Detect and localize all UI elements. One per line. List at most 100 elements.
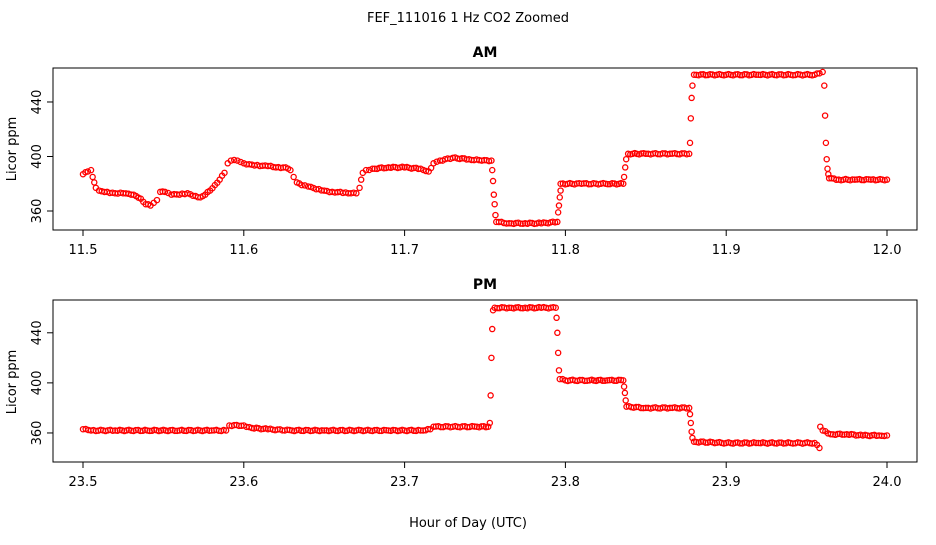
data-point: [883, 176, 891, 183]
x-tick-label: 11.6: [229, 243, 258, 258]
data-point: [357, 176, 365, 183]
data-point: [298, 181, 305, 189]
data-point: [484, 423, 492, 430]
panel-am: AM Licor ppm 11.5 11.6 11.7 11.8 11.9 12.0 36…: [5, 45, 918, 258]
data-point: [488, 157, 495, 164]
data-point: [433, 158, 441, 165]
data-point: [883, 432, 891, 439]
data-point: [622, 397, 629, 404]
data-point: [301, 182, 309, 189]
panel-am-frame: [52, 67, 918, 231]
y-tick-label: 440: [30, 90, 45, 115]
data-point: [621, 164, 629, 171]
data-point: [821, 82, 828, 89]
data-point: [424, 425, 432, 433]
panel-pm-xaxis: 23.5 23.6 23.7 23.8 23.9 24.0: [69, 462, 902, 490]
y-tick-label: 400: [30, 144, 45, 169]
data-point: [230, 156, 238, 164]
data-point: [553, 314, 560, 322]
data-point: [822, 139, 830, 147]
data-point: [237, 158, 244, 166]
data-point: [422, 167, 430, 175]
x-tick-label: 24.0: [873, 475, 902, 490]
panel-am-points: [79, 68, 891, 228]
data-point: [554, 209, 562, 216]
data-point: [491, 200, 498, 208]
data-point: [813, 70, 821, 77]
data-point: [620, 180, 627, 187]
data-point: [621, 389, 629, 397]
x-tick-label: 11.9: [712, 243, 741, 258]
data-point: [287, 166, 294, 174]
data-point: [816, 444, 823, 452]
x-tick-label: 11.8: [551, 243, 580, 258]
y-tick-label: 440: [30, 320, 45, 345]
data-point: [554, 329, 561, 337]
y-tick-label: 400: [30, 370, 45, 395]
data-point: [490, 191, 498, 198]
data-point: [486, 419, 494, 427]
data-point: [290, 173, 297, 181]
x-tick-label: 23.5: [69, 475, 98, 490]
x-tick-label: 23.9: [712, 475, 741, 490]
data-point: [688, 94, 695, 102]
data-point: [430, 160, 437, 167]
data-point: [881, 432, 888, 440]
y-tick-label: 360: [30, 199, 45, 224]
data-point: [356, 184, 363, 192]
figure-suptitle: FEF_111016 1 Hz CO2 Zoomed: [367, 11, 569, 26]
data-point: [556, 375, 564, 383]
panel-pm-yaxis: 360 400 440: [30, 320, 53, 445]
data-point: [620, 173, 628, 181]
data-point: [599, 377, 607, 385]
data-point: [825, 170, 832, 178]
x-tick-label: 23.7: [390, 475, 419, 490]
data-point: [556, 194, 564, 201]
panel-pm-title: PM: [473, 277, 497, 293]
y-tick-label: 360: [30, 421, 45, 446]
data-point: [823, 155, 830, 163]
figure-xlabel: Hour of Day (UTC): [409, 516, 527, 531]
data-point: [555, 202, 563, 209]
panel-pm-points: [79, 303, 891, 452]
data-point: [686, 410, 694, 418]
x-tick-label: 12.0: [873, 243, 902, 258]
panel-am-ylabel: Licor ppm: [5, 117, 20, 182]
data-point: [222, 427, 230, 434]
data-point: [91, 179, 98, 186]
x-tick-label: 23.6: [229, 475, 258, 490]
data-point: [87, 166, 95, 174]
data-point: [685, 150, 693, 158]
data-point: [161, 188, 169, 196]
data-point: [554, 218, 561, 226]
data-point: [488, 166, 496, 174]
data-point: [159, 188, 166, 195]
data-point: [221, 169, 228, 177]
data-point: [488, 325, 496, 333]
panel-pm: PM Licor ppm 23.5 23.6 23.7 23.8 23.9 24.0 36…: [5, 277, 918, 490]
data-point: [622, 155, 630, 163]
data-point: [362, 166, 370, 174]
data-point: [84, 168, 92, 175]
panel-am-xaxis: 11.5 11.6 11.7 11.8 11.9 12.0: [69, 230, 902, 258]
data-point: [220, 426, 227, 434]
data-point: [687, 419, 695, 427]
data-point: [689, 434, 696, 442]
x-tick-label: 11.5: [69, 243, 98, 258]
x-tick-label: 11.7: [390, 243, 419, 258]
data-point: [688, 428, 695, 435]
data-point: [689, 82, 696, 89]
panel-pm-ylabel: Licor ppm: [5, 350, 20, 415]
panel-am-title: AM: [473, 45, 498, 61]
data-point: [89, 173, 96, 181]
data-point: [824, 165, 831, 173]
panel-am-yaxis: 360 400 440: [30, 90, 53, 224]
data-point: [350, 189, 357, 196]
data-point: [816, 70, 823, 77]
data-point: [595, 376, 602, 384]
data-point: [557, 187, 564, 194]
data-point: [227, 157, 235, 164]
data-point: [686, 139, 694, 147]
data-point: [153, 196, 161, 204]
